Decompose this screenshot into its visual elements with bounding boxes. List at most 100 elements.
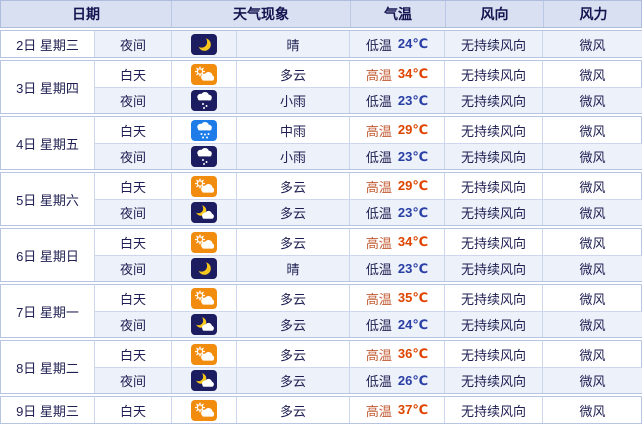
table-header: 日期 天气现象 气温 风向 风力 [0,0,642,28]
icon-cell [172,117,237,143]
header-temperature: 气温 [351,1,446,27]
wind-force-cell: 微风 [579,235,606,251]
period-cell: 白天 [95,229,172,255]
period-cell: 白天 [95,173,172,199]
temp-value: 29℃ [397,178,429,193]
temp-value: 36℃ [397,346,429,361]
weather-cell: 多云 [237,341,350,367]
weather-cell: 晴 [237,255,350,281]
period-cell: 白天 [95,397,172,423]
period-cell: 夜间 [95,367,172,393]
temp-value: 23℃ [397,204,429,220]
temp-cell: 高温 36℃ [350,341,445,367]
wind-direction-cell: 无持续风向 [445,255,543,281]
weather-cell: 晴 [237,31,350,57]
period-cell: 夜间 [95,143,172,169]
temp-value: 37℃ [397,402,429,417]
date-cell: 4日 星期五 [1,117,95,169]
icon-cell [172,311,237,337]
icon-cell [172,199,237,225]
header-date: 日期 [1,1,172,27]
wind-direction-cell: 无持续风向 [445,229,543,255]
moon-icon [191,258,217,279]
period-cell: 白天 [95,341,172,367]
temp-cell: 低温 23℃ [350,255,445,281]
temp-value: 34℃ [397,234,429,249]
icon-cell [172,367,237,393]
temp-value: 26℃ [397,372,429,388]
temp-label: 高温 [365,403,392,419]
period-cell: 夜间 [95,87,172,113]
temp-value: 23℃ [397,92,429,108]
weather-cell: 多云 [237,285,350,311]
temp-label: 高温 [365,123,392,139]
temp-label: 高温 [365,179,392,195]
icon-cell [172,143,237,169]
temp-cell: 高温 29℃ [350,117,445,143]
moon-cloud-icon [191,202,217,223]
temp-label: 高温 [365,347,392,363]
temp-value: 24℃ [397,36,429,51]
day-group: 7日 星期一 白天 多云 高温 35℃ 无持续风向 微风 夜间 多云 低温 24… [0,284,642,338]
date-cell: 7日 星期一 [1,285,95,337]
light-rain-icon [191,146,217,167]
icon-cell [172,397,237,423]
wind-force-cell: 微风 [543,87,642,113]
day-group: 4日 星期五 白天 中雨 高温 29℃ 无持续风向 微风 夜间 小雨 低温 23… [0,116,642,170]
period-cell: 白天 [95,61,172,87]
temp-label: 低温 [365,262,392,277]
temp-value: 29℃ [397,122,429,137]
temp-cell: 低温 23℃ [350,143,445,169]
temp-cell: 低温 24℃ [350,31,445,57]
temp-label: 低温 [365,37,392,53]
icon-cell [172,173,237,199]
wind-force-cell: 微风 [543,367,642,393]
day-group: 8日 星期二 白天 多云 高温 36℃ 无持续风向 微风 夜间 多云 低温 26… [0,340,642,394]
weather-cell: 多云 [237,397,350,423]
icon-cell [172,285,237,311]
wind-direction-cell: 无持续风向 [445,367,543,393]
moon-icon [191,33,217,55]
temp-label: 低温 [365,318,392,333]
temp-label: 高温 [365,291,392,307]
icon-cell [172,61,237,87]
period-cell: 夜间 [95,31,172,57]
temp-cell: 高温 34℃ [350,61,445,87]
weather-cell: 小雨 [237,143,350,169]
period-cell: 白天 [95,285,172,311]
day-group: 3日 星期四 白天 多云 高温 34℃ 无持续风向 微风 夜间 小雨 低温 23… [0,60,642,114]
date-cell: 2日 星期三 [1,31,95,57]
temp-value: 35℃ [397,290,429,305]
wind-force-cell: 微风 [579,123,606,139]
header-wind-force: 风力 [579,6,608,22]
sun-cloud-icon [191,63,217,85]
weather-cell: 多云 [237,173,350,199]
wind-direction-cell: 无持续风向 [445,199,543,225]
wind-force-cell: 微风 [543,143,642,169]
wind-direction-cell: 无持续风向 [445,143,543,169]
date-cell: 3日 星期四 [1,61,95,113]
weather-cell: 多云 [237,229,350,255]
temp-value: 23℃ [397,260,429,276]
temp-label: 高温 [365,235,392,251]
date-cell: 8日 星期二 [1,341,95,393]
icon-cell [172,255,237,281]
temp-label: 高温 [365,67,392,83]
period-cell: 夜间 [95,311,172,337]
wind-force-cell: 微风 [579,291,606,307]
sun-cloud-icon [191,399,217,421]
header-wind-direction: 风向 [446,1,544,27]
day-group: 9日 星期三 白天 多云 高温 37℃ 无持续风向 微风 [0,396,642,424]
icon-cell [172,31,237,57]
temp-cell: 低温 23℃ [350,87,445,113]
wind-direction-cell: 无持续风向 [445,341,543,367]
weather-cell: 多云 [237,367,350,393]
icon-cell [172,341,237,367]
temp-cell: 低温 24℃ [350,311,445,337]
temp-cell: 低温 23℃ [350,199,445,225]
weather-cell: 多云 [237,199,350,225]
sun-cloud-icon [191,287,217,309]
wind-direction-cell: 无持续风向 [445,87,543,113]
wind-force-cell: 微风 [579,403,606,419]
wind-force-cell: 微风 [579,347,606,363]
